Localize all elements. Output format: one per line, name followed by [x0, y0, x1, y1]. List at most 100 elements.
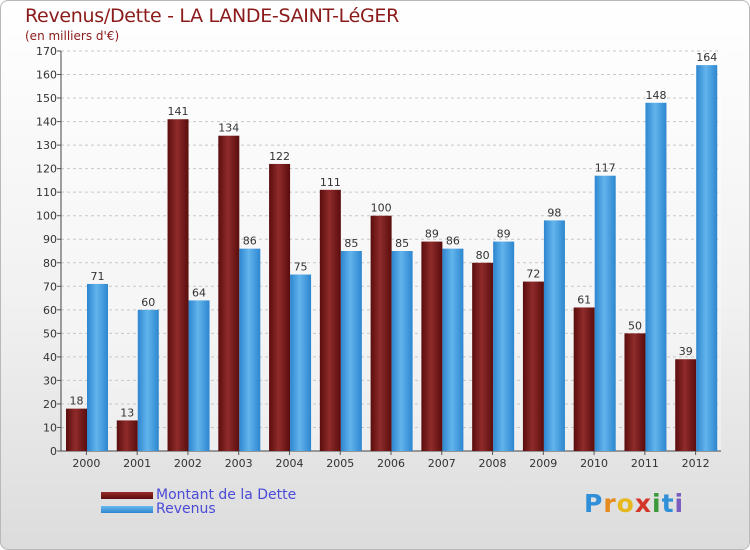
logo-letter: i	[652, 489, 662, 518]
logo-letter: i	[674, 489, 685, 518]
legend-item-dette: Montant de la Dette	[101, 487, 297, 503]
data-label-revenus: 89	[497, 228, 511, 241]
data-label-dette: 18	[70, 395, 84, 408]
legend-label-revenus: Revenus	[156, 501, 216, 517]
y-tick-label: 150	[36, 92, 57, 105]
y-tick-label: 80	[43, 257, 57, 270]
logo-letter: o	[616, 489, 635, 518]
x-tick-label: 2011	[631, 457, 659, 470]
data-label-revenus: 86	[243, 235, 257, 248]
bar-dette	[319, 189, 341, 451]
data-label-dette: 141	[168, 105, 189, 118]
bar-revenus	[290, 274, 312, 451]
y-tick-label: 140	[36, 116, 57, 129]
bar-revenus	[442, 248, 464, 451]
data-label-revenus: 85	[395, 237, 409, 250]
data-label-dette: 72	[526, 268, 540, 281]
data-label-dette: 13	[120, 406, 134, 419]
y-tick-label: 120	[36, 163, 57, 176]
legend-label-dette: Montant de la Dette	[156, 487, 297, 503]
data-label-revenus: 60	[141, 296, 155, 309]
data-label-dette: 100	[371, 202, 392, 215]
data-label-dette: 122	[269, 150, 290, 163]
x-tick-label: 2012	[682, 457, 710, 470]
x-tick-label: 2008	[479, 457, 507, 470]
bar-revenus	[493, 241, 515, 451]
y-tick-label: 110	[36, 186, 57, 199]
x-tick-label: 2001	[123, 457, 151, 470]
y-tick-label: 30	[43, 374, 57, 387]
bar-dette	[66, 408, 87, 451]
bar-dette	[269, 163, 291, 452]
bar-revenus	[594, 175, 616, 452]
bar-revenus	[340, 251, 362, 451]
y-tick-label: 170	[36, 45, 57, 58]
proxiti-logo: Proxiti	[584, 489, 684, 518]
chart-subtitle: (en milliers d'€)	[25, 29, 120, 43]
bar-dette	[421, 241, 443, 451]
bar-revenus	[696, 65, 718, 451]
bar-revenus	[239, 248, 261, 451]
data-label-revenus: 148	[645, 89, 666, 102]
data-label-dette: 39	[679, 345, 693, 358]
bar-dette	[116, 420, 138, 451]
x-tick-label: 2006	[377, 457, 405, 470]
bar-revenus	[543, 220, 565, 451]
y-tick-label: 60	[43, 304, 57, 317]
data-label-dette: 89	[425, 228, 439, 241]
data-label-revenus: 71	[91, 270, 105, 283]
x-tick-label: 2009	[529, 457, 557, 470]
data-label-dette: 61	[577, 293, 591, 306]
y-tick-label: 70	[43, 280, 57, 293]
y-tick-label: 100	[36, 210, 57, 223]
y-tick-label: 50	[43, 327, 57, 340]
x-tick-label: 2005	[326, 457, 354, 470]
y-tick-label: 10	[43, 421, 57, 434]
data-label-revenus: 164	[696, 51, 717, 64]
bar-revenus	[87, 283, 108, 451]
bar-dette	[573, 307, 595, 451]
x-tick-label: 2010	[580, 457, 608, 470]
bar-dette	[675, 359, 697, 451]
data-label-revenus: 85	[344, 237, 358, 250]
bar-revenus	[391, 251, 413, 451]
data-label-revenus: 98	[547, 206, 561, 219]
data-label-dette: 50	[628, 319, 642, 332]
data-label-revenus: 86	[446, 235, 460, 248]
data-label-dette: 134	[218, 122, 239, 135]
data-label-revenus: 117	[595, 162, 616, 175]
y-tick-label: 0	[50, 445, 57, 458]
data-label-dette: 80	[476, 249, 490, 262]
x-tick-label: 2003	[225, 457, 253, 470]
x-tick-label: 2002	[174, 457, 202, 470]
legend-swatch-revenus	[101, 505, 153, 513]
bar-dette	[624, 333, 646, 451]
bar-revenus	[188, 300, 210, 451]
y-tick-label: 90	[43, 233, 57, 246]
legend-swatch-dette	[101, 491, 153, 499]
bar-revenus	[645, 102, 667, 451]
logo-letter: r	[603, 489, 617, 518]
x-tick-label: 2004	[275, 457, 303, 470]
y-tick-label: 160	[36, 69, 57, 82]
bar-dette	[218, 135, 240, 452]
y-tick-label: 40	[43, 351, 57, 364]
legend-item-revenus: Revenus	[101, 501, 216, 517]
data-label-revenus: 64	[192, 286, 206, 299]
data-label-dette: 111	[320, 176, 341, 189]
logo-letter: t	[661, 489, 675, 518]
chart-title: Revenus/Dette - LA LANDE-SAINT-LéGER	[25, 5, 399, 27]
logo-letter: x	[634, 489, 652, 518]
bar-dette	[522, 281, 544, 451]
bar-dette	[167, 119, 189, 451]
y-tick-label: 20	[43, 398, 57, 411]
y-tick-label: 130	[36, 139, 57, 152]
bar-dette	[472, 262, 494, 451]
data-label-revenus: 75	[294, 261, 308, 274]
logo-letter: P	[584, 489, 604, 518]
bar-revenus	[137, 309, 159, 451]
bar-dette	[370, 215, 392, 451]
x-tick-label: 2007	[428, 457, 456, 470]
